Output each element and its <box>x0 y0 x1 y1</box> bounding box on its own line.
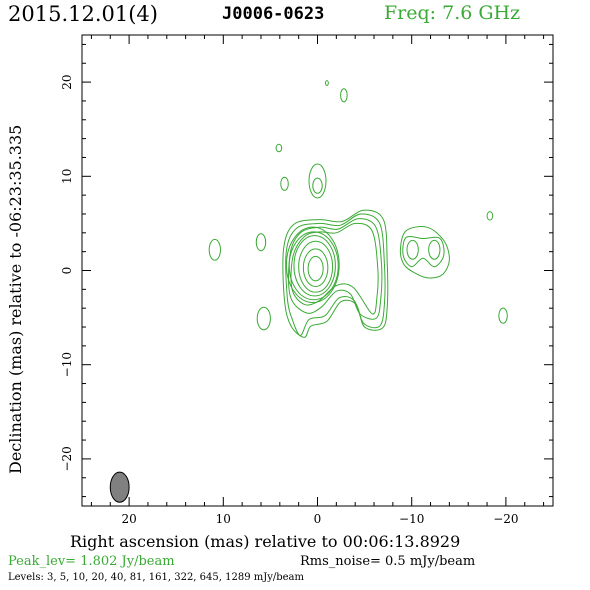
y-tick-label: 20 <box>60 74 74 89</box>
peak-level: Peak_lev= 1.802 Jy/beam <box>8 554 175 569</box>
source-name: J0006-0623 <box>222 4 325 24</box>
beam-shape <box>109 471 130 503</box>
jet-contour <box>282 209 389 338</box>
x-tick-label: 10 <box>216 512 231 526</box>
x-tick-label: −20 <box>493 512 518 526</box>
double-source-middle-contour <box>402 235 445 268</box>
core-contour <box>298 240 334 293</box>
axis-ticks <box>82 35 553 506</box>
core-contour <box>293 235 336 297</box>
core-contour <box>302 248 329 288</box>
contour-island <box>208 238 221 261</box>
core-contour <box>285 226 340 304</box>
y-tick-label: 0 <box>60 267 74 275</box>
double-source-inner-contour <box>406 239 419 260</box>
beam-ellipse <box>109 471 130 503</box>
double-source-outer-contour <box>399 226 450 279</box>
contour-island <box>498 307 508 324</box>
contour-island <box>325 80 329 86</box>
axis-tick-labels: 20 10 0 −10 −20 20 10 0 −10 −20 <box>60 74 519 526</box>
frequency-label: Freq: 7.6 GHz <box>384 2 521 24</box>
jet-contour <box>285 213 386 336</box>
contour-island <box>308 163 327 199</box>
y-tick-label: 10 <box>60 169 74 184</box>
contour-island <box>275 143 283 153</box>
y-axis-title: Declination (mas) relative to -06:23:35.… <box>6 124 25 474</box>
x-tick-label: −10 <box>399 512 424 526</box>
contour-island <box>340 88 348 103</box>
contour-lines <box>208 80 508 338</box>
plot-frame <box>81 34 554 507</box>
contour-island <box>256 306 271 331</box>
jet-contour <box>290 222 379 315</box>
core-contour <box>307 255 324 282</box>
contour-island <box>255 233 267 252</box>
y-tick-label: −10 <box>60 352 74 377</box>
contour-island <box>312 177 323 194</box>
contour-island <box>280 176 289 191</box>
x-tick-label: 0 <box>314 512 322 526</box>
contour-island <box>486 211 494 221</box>
double-source-inner-contour <box>428 239 441 260</box>
x-tick-label: 20 <box>121 512 136 526</box>
observation-date: 2015.12.01(4) <box>8 2 158 26</box>
x-axis-title: Right ascension (mas) relative to 00:06:… <box>70 532 461 551</box>
y-tick-label: −20 <box>60 446 74 471</box>
contour-levels: Levels: 3, 5, 10, 20, 40, 81, 161, 322, … <box>8 572 305 583</box>
rms-noise: Rms_noise= 0.5 mJy/beam <box>300 554 476 569</box>
